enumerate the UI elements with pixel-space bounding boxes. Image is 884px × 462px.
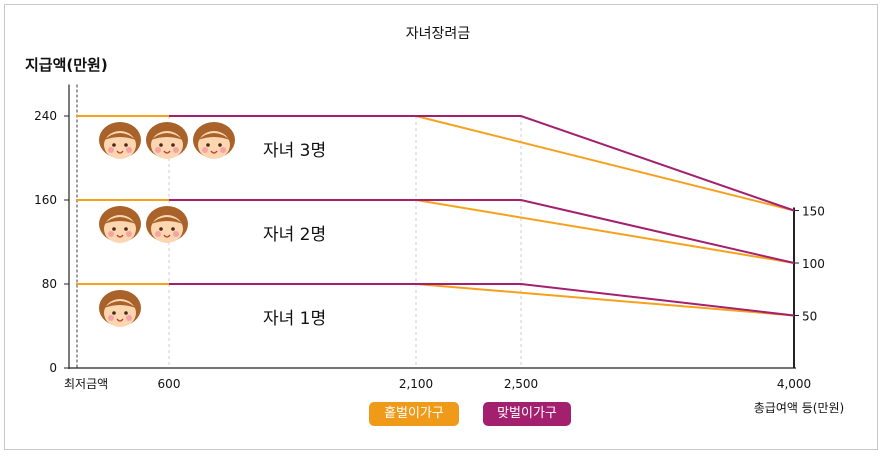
group-label-1: 자녀 2명 [263,225,326,245]
x-tick-label-0: 최저금액 [64,377,108,391]
y-tick-label-80: 80 [42,277,57,291]
chart-title: 자녀장려금 [406,26,471,42]
x-tick-label-2: 2,100 [399,377,433,391]
y-tick-label-240: 240 [34,109,57,123]
y-axis-label: 지급액(만원) [25,56,108,74]
child-face-icon [99,122,141,159]
right-tick-label-150: 150 [802,205,825,219]
group-label-2: 자녀 1명 [263,309,326,329]
x-tick-label-4: 4,000 [777,377,811,391]
x-tick-label-3: 2,500 [504,377,538,391]
right-tick-label-50: 50 [802,310,817,324]
child-face-icon [146,122,188,159]
y-tick-label-0: 0 [49,361,57,375]
series-0-line-2 [76,283,795,317]
child-face-icon [99,290,141,327]
child-face-icon [193,122,235,159]
child-face-icon [146,206,188,243]
series-1-line-0 [169,115,795,212]
legend-dual-income: 맞벌이가구 [483,402,571,426]
group-label-0: 자녀 3명 [263,141,326,161]
x-axis-label: 총급여액 등(만원) [754,401,844,415]
x-tick-label-1: 600 [158,377,181,391]
legend-single-income: 홑벌이가구 [369,402,459,426]
y-tick-label-160: 160 [34,193,57,207]
child-face-icon [99,206,141,243]
right-tick-label-100: 100 [802,257,825,271]
